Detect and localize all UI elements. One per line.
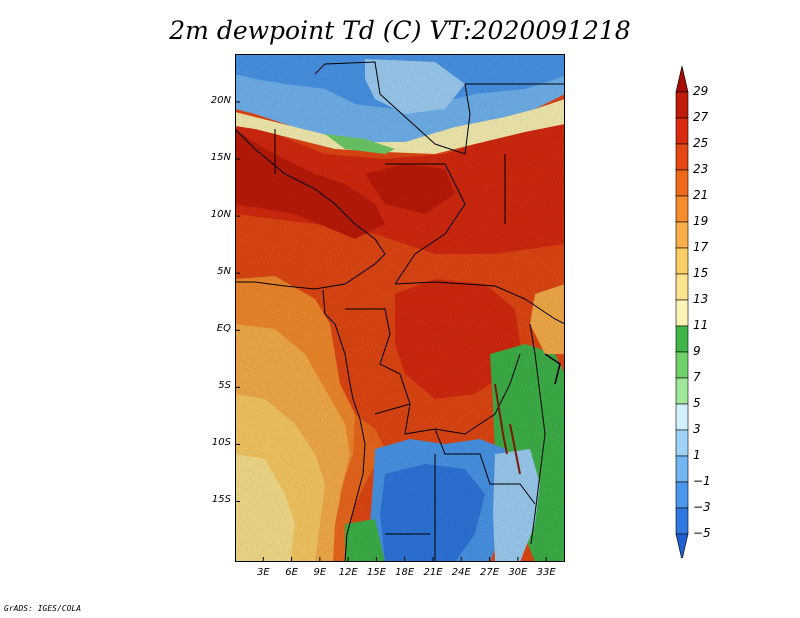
colorbar-label: 29 — [693, 84, 709, 98]
map-title: 2m dewpoint Td (C) VT:2020091218 — [169, 16, 631, 45]
lon-label: 18E — [395, 567, 415, 578]
lon-label: 9E — [313, 567, 327, 578]
country-borders — [235, 61, 565, 562]
colorbar-label: 11 — [693, 318, 709, 332]
lon-label: 12E — [338, 567, 358, 578]
lon-label: 30E — [508, 567, 528, 578]
colorbar-segment — [675, 455, 689, 483]
lat-label: 5N — [217, 266, 231, 278]
dewpoint-map — [235, 54, 565, 562]
colorbar-label: 13 — [693, 292, 709, 306]
colorbar-label: 19 — [693, 214, 709, 228]
colorbar-segment — [675, 273, 689, 301]
colorbar-label: 5 — [693, 396, 701, 410]
colorbar-segment — [675, 507, 689, 535]
colorbar-label: 23 — [693, 162, 709, 176]
lon-label: 6E — [285, 567, 298, 578]
borders-rift — [529, 323, 546, 545]
colorbar-segment — [675, 481, 689, 509]
map-frame — [235, 54, 565, 562]
colorbar-label: 9 — [693, 344, 701, 358]
colorbar-segment — [675, 299, 689, 327]
colorbar-label: 21 — [693, 188, 709, 202]
colorbar-segment — [675, 117, 689, 145]
lat-label: 10S — [211, 437, 231, 449]
colorbar-label: 3 — [693, 422, 701, 436]
colorbar-label: 17 — [693, 240, 709, 254]
lake-tanganyika — [494, 383, 521, 475]
colorbar-label: 1 — [693, 448, 701, 462]
colorbar-label: 7 — [693, 370, 701, 384]
colorbar-segment — [675, 325, 689, 353]
credit-label: GrADS: IGES/COLA — [4, 604, 82, 613]
colorbar-label: 25 — [693, 136, 709, 150]
lat-label: 20N — [210, 94, 231, 106]
colorbar-segment — [675, 169, 689, 197]
colorbar-segment — [675, 221, 689, 249]
borders-north — [274, 61, 565, 325]
lat-label: EQ — [216, 323, 231, 335]
map-canvas — [235, 54, 565, 562]
colorbar-label: 27 — [693, 110, 709, 124]
field-texture — [235, 54, 565, 562]
colorbar-segment — [675, 143, 689, 171]
colorbar — [675, 65, 689, 558]
colorbar-segment — [675, 91, 689, 119]
colorbar-label: −3 — [693, 500, 711, 514]
coastline-southwest — [322, 289, 366, 562]
colorbar-segment — [675, 403, 689, 431]
lat-label: 15S — [211, 494, 231, 506]
lat-label: 10N — [210, 209, 231, 221]
colorbar-segment — [675, 429, 689, 457]
colorbar-segment — [675, 533, 689, 558]
lat-label: 15N — [210, 152, 231, 164]
colorbar-label: −5 — [693, 526, 711, 540]
colorbar-segment — [675, 377, 689, 405]
lon-label: 21E — [423, 567, 443, 578]
lake-victoria — [544, 353, 561, 385]
lon-label: 24E — [451, 567, 471, 578]
colorbar-label: 15 — [693, 266, 709, 280]
lon-label: 27E — [480, 567, 500, 578]
colorbar-segment — [675, 247, 689, 275]
lon-label: 3E — [256, 567, 270, 578]
colorbar-segment — [675, 195, 689, 223]
borders-central — [345, 308, 536, 562]
axis-ticks — [235, 101, 547, 562]
colorbar-segment — [675, 351, 689, 379]
lon-label: 33E — [536, 567, 556, 578]
colorbar-label: −1 — [693, 474, 711, 488]
coastline-westafrica — [235, 128, 386, 290]
colorbar-segment — [675, 65, 689, 93]
lon-label: 15E — [366, 567, 386, 578]
lat-label: 5S — [218, 380, 231, 392]
